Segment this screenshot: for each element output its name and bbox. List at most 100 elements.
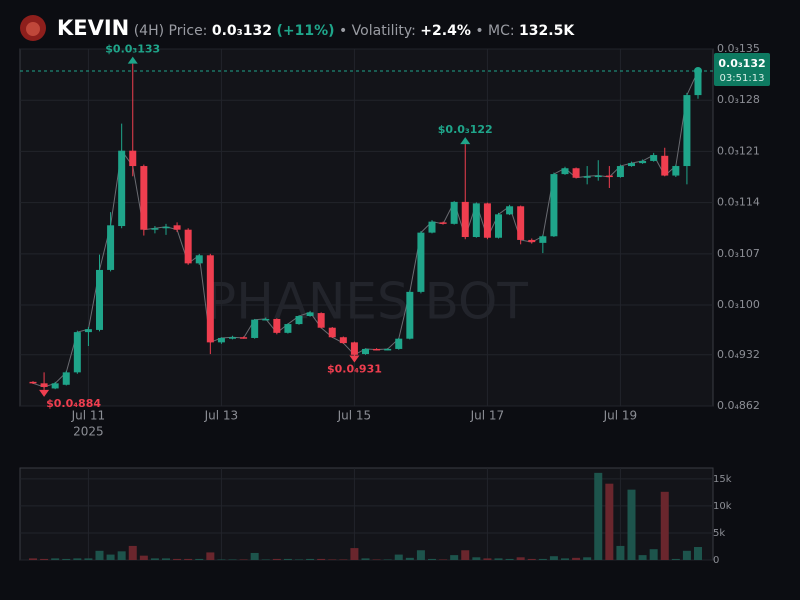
watermark: PHANES BOT	[206, 273, 528, 331]
candle-body	[561, 168, 569, 175]
candle-body	[273, 318, 281, 333]
volume-bar	[29, 558, 37, 560]
volume-bar	[283, 558, 292, 560]
candle-body	[639, 160, 647, 164]
volume-bar	[671, 558, 680, 560]
candle-body	[428, 221, 436, 233]
volume-bar	[638, 555, 647, 560]
volume-bar	[372, 559, 381, 560]
candle-body	[339, 337, 347, 344]
volume-bar	[217, 559, 226, 560]
volume-bar	[62, 558, 71, 560]
candle-body	[350, 342, 358, 355]
token-name: KEVIN	[57, 16, 130, 40]
volume-bar	[616, 545, 625, 560]
x-year-label: 2025	[73, 425, 104, 439]
volume-bar	[472, 557, 481, 560]
candle-body	[317, 313, 325, 328]
x-tick-label: Jul 13	[204, 409, 239, 423]
price: 0.0₃132	[211, 23, 273, 39]
volume-bar	[173, 558, 182, 560]
annotation-marker	[460, 137, 471, 145]
volume-bar	[516, 557, 525, 560]
candle-body	[450, 201, 458, 224]
candle-body	[40, 383, 48, 387]
volume-bar	[206, 552, 215, 560]
volume-bar	[40, 558, 49, 560]
volume-bar	[394, 554, 403, 560]
volatility: +2.4%	[420, 23, 471, 39]
annotation-label: $0.0₄884	[46, 397, 101, 410]
volume-bar	[583, 557, 592, 560]
volume-bar	[594, 472, 603, 560]
volume-bar	[605, 483, 614, 560]
candle-body	[118, 150, 126, 227]
volume-bar	[150, 558, 159, 560]
last-price-label: 0.0₃132	[718, 57, 765, 70]
candle-body	[483, 203, 491, 238]
volume-bar	[84, 558, 93, 560]
volume-bar	[128, 545, 137, 560]
volume-bar	[660, 491, 669, 560]
volume-bar	[561, 558, 569, 560]
volume-bar	[306, 558, 315, 560]
candle-body	[539, 236, 547, 243]
candle-body	[506, 206, 514, 215]
candle-body	[295, 316, 303, 325]
token-icon-inner	[26, 22, 40, 36]
candle-body	[694, 70, 702, 96]
candle-body	[406, 291, 414, 339]
candle-body	[616, 166, 624, 178]
volume-bar	[383, 559, 392, 560]
candle-body	[251, 319, 259, 338]
x-tick-label: Jul 19	[603, 409, 638, 423]
candle-body	[528, 239, 536, 243]
candle-body	[107, 225, 115, 270]
candle-body	[417, 232, 425, 292]
market-cap: 132.5K	[519, 23, 575, 39]
candle-body	[162, 226, 170, 229]
volume-bar	[450, 555, 459, 560]
volume-bar	[73, 558, 82, 560]
y-tick-label: 0.0₃107	[717, 247, 760, 260]
volume-bar	[184, 558, 193, 560]
candle-body	[605, 175, 613, 178]
candle-body	[229, 337, 236, 339]
x-tick-label: Jul 17	[470, 409, 505, 423]
volume-bar	[627, 489, 636, 560]
countdown: 03:51:13	[720, 73, 765, 84]
annotation-marker	[349, 355, 360, 363]
candle-body	[240, 337, 248, 339]
candle-body	[461, 201, 469, 238]
candle-body	[284, 324, 292, 333]
mc-label: • MC:	[475, 23, 515, 39]
volume-bar	[272, 558, 281, 560]
price-panel	[19, 48, 714, 407]
volume-bar	[694, 547, 702, 560]
volume-bar	[527, 558, 536, 560]
y-tick-label: 15k	[713, 474, 732, 485]
candle-body	[195, 255, 203, 264]
candle-body	[362, 348, 369, 355]
y-tick-label: 0.0₃114	[717, 196, 760, 209]
volume-bar	[405, 557, 414, 560]
candle-body	[439, 222, 447, 224]
y-tick-label: 0.0₃128	[717, 93, 760, 106]
candle-body	[29, 381, 37, 384]
candle-body	[206, 255, 214, 343]
volume-bar	[461, 550, 470, 560]
volume-bar	[317, 558, 326, 560]
y-tick-label: 10k	[713, 501, 732, 512]
volume-bar	[295, 559, 303, 560]
candle-body	[129, 150, 137, 167]
candle-body	[472, 203, 480, 238]
candle-body	[306, 312, 314, 317]
y-tick-label: 0.0₃100	[717, 298, 760, 311]
candle-body	[140, 166, 148, 230]
volume-bar	[106, 554, 115, 560]
candle-body	[184, 229, 192, 264]
candle-body	[583, 176, 591, 178]
y-tick-label: 0.0₃135	[717, 42, 760, 55]
candle-body	[572, 168, 580, 178]
